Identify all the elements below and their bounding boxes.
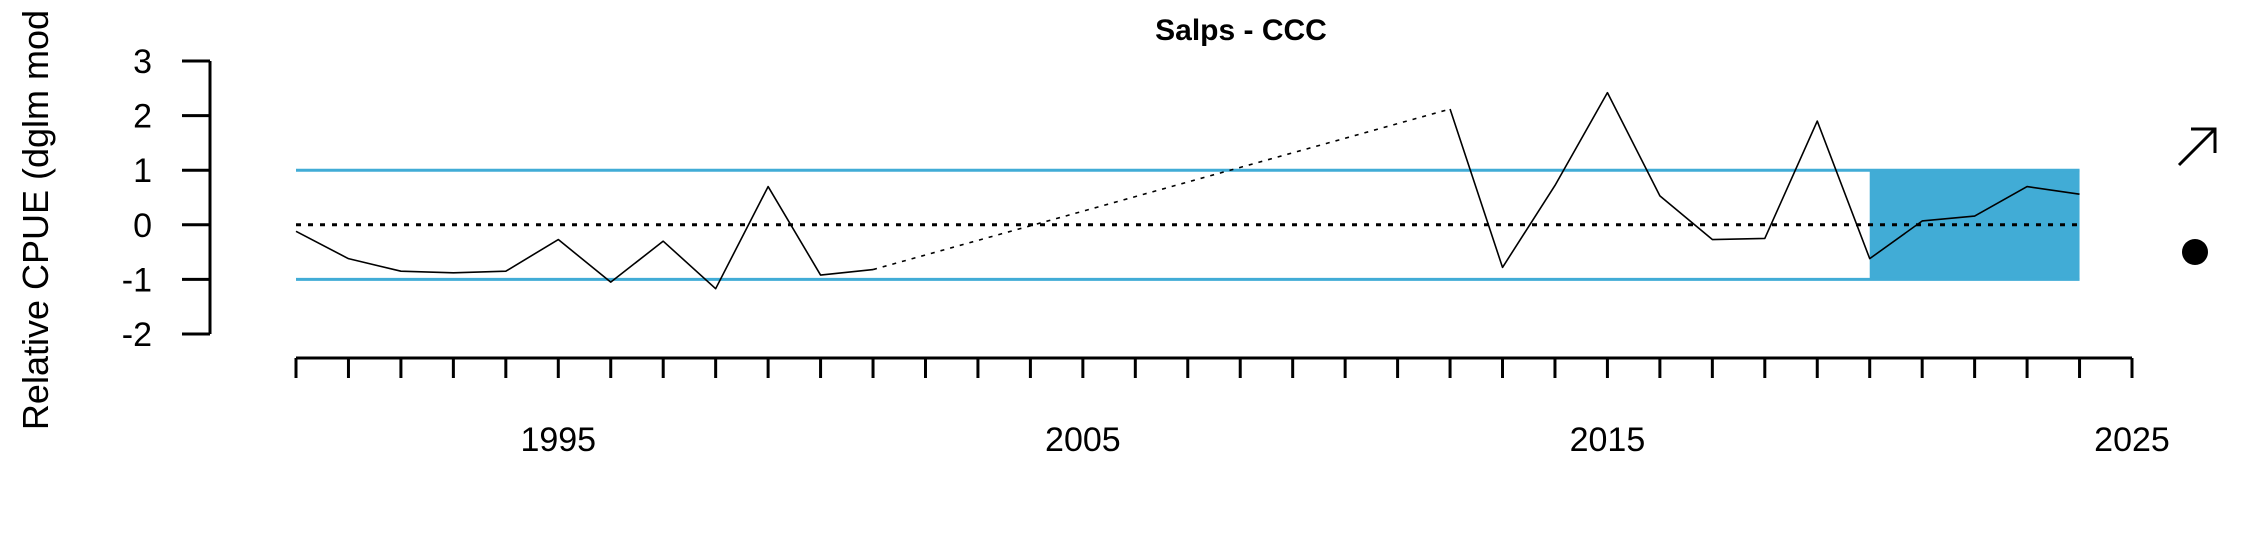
y-tick-label: 2 xyxy=(133,98,152,136)
y-tick-label: 1 xyxy=(133,152,152,190)
x-axis: 1995 2005 2015 2025 xyxy=(294,356,2170,459)
series-line-2 xyxy=(1449,91,2080,269)
arrow-shaft xyxy=(2177,127,2217,167)
x-tick-label: 2005 xyxy=(1045,421,1121,459)
y-tick-label: 3 xyxy=(133,43,152,81)
series-layer xyxy=(295,91,2080,290)
x-tick-label: 2025 xyxy=(2094,421,2170,459)
status-icons xyxy=(2177,127,2217,265)
gap-segment-line xyxy=(872,108,1451,271)
chart-title: Salps - CCC xyxy=(1155,14,1327,47)
y-tick-label: -2 xyxy=(122,316,152,354)
series-line-1 xyxy=(295,185,874,290)
y-tick-label: 0 xyxy=(133,207,152,245)
x-tick-label: 1995 xyxy=(520,421,596,459)
arrow-head xyxy=(2191,127,2217,153)
y-axis: 3 2 1 0 -1 -2 xyxy=(122,43,212,354)
x-tick-label: 2015 xyxy=(1570,421,1646,459)
filled-circle-icon xyxy=(2182,239,2208,265)
arrow-up-right-icon xyxy=(2177,127,2217,167)
y-tick-label: -1 xyxy=(122,261,152,299)
reference-lines xyxy=(296,168,2080,281)
y-axis-label: Relative CPUE (dglm mod xyxy=(15,10,56,430)
